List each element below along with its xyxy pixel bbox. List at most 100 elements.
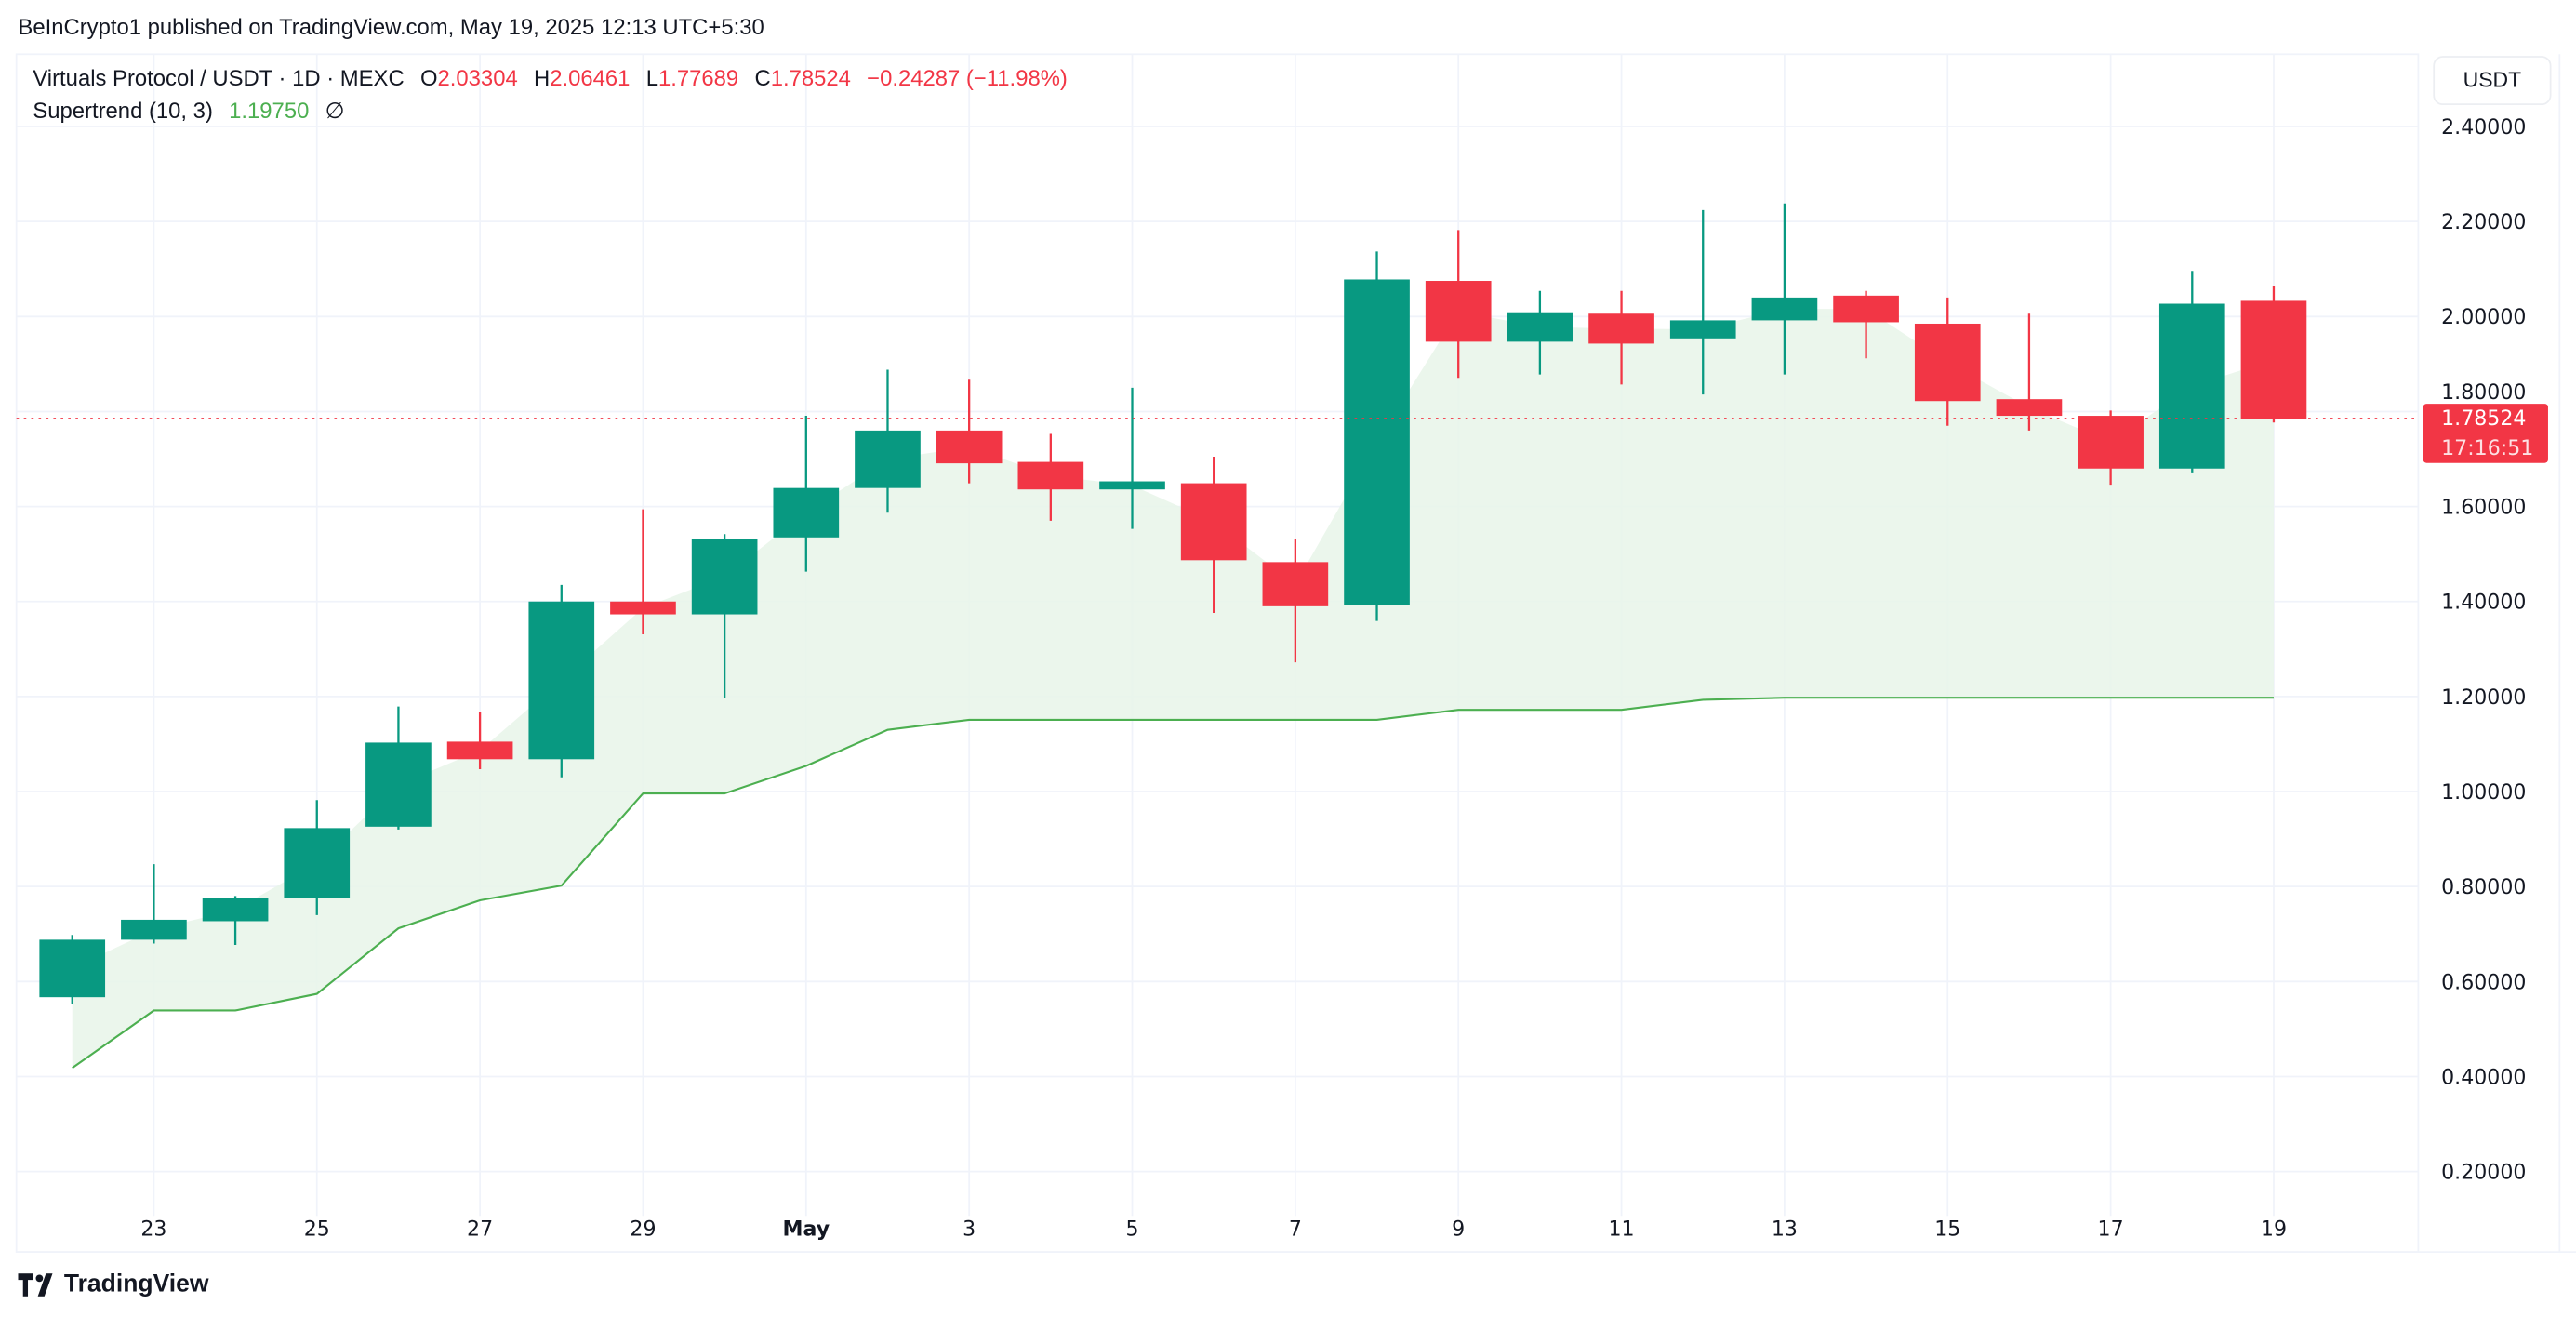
candle-body (1017, 461, 1084, 490)
candle-body (1914, 323, 1981, 402)
last-price-label: 1.78524 (2441, 407, 2526, 431)
open-label: O (419, 65, 438, 91)
supertrend-line (72, 697, 2274, 1070)
candle-apr-23 (121, 864, 187, 944)
candle-may-13 (1751, 203, 1818, 375)
candle-may-5 (1099, 387, 1165, 529)
low-label: L (645, 65, 658, 91)
candle-apr-29 (610, 509, 676, 634)
candle-body (936, 430, 1003, 464)
close-value: 1.78524 (770, 65, 851, 91)
candle-may-7 (1262, 539, 1329, 663)
candle-apr-25 (284, 800, 351, 915)
candle-may-6 (1180, 456, 1247, 614)
price-tick-label: 1.80000 (2441, 381, 2526, 405)
candle-body (855, 430, 921, 488)
candle-body (528, 601, 595, 760)
price-tick-label: 0.60000 (2441, 971, 2526, 994)
candle-body (202, 898, 269, 922)
candle-apr-24 (202, 896, 269, 945)
tradingview-logo-icon (18, 1272, 53, 1296)
low-value: 1.77689 (657, 65, 739, 91)
candle-body (2078, 416, 2144, 469)
close-label: C (754, 65, 771, 91)
indicator-legend: Supertrend (10, 3) 1.19750 ∅ (33, 99, 344, 125)
candle-body (1262, 562, 1329, 606)
candle-body (446, 741, 513, 760)
time-tick-label: 17 (2098, 1217, 2124, 1241)
candle-body (1588, 313, 1654, 344)
indicator-name[interactable]: Supertrend (10, 3) (33, 98, 213, 124)
candle-body (39, 939, 106, 998)
price-tick-label: 2.40000 (2441, 116, 2526, 140)
candle-body (610, 601, 676, 615)
price-tick-label: 0.40000 (2441, 1066, 2526, 1089)
candle-body (1996, 399, 2063, 417)
candle-body (1833, 295, 1899, 323)
supertrend-fill (72, 309, 2274, 1069)
high-label: H (534, 65, 551, 91)
last-price-badge (2423, 404, 2548, 463)
candle-may-12 (1669, 209, 1736, 395)
candle-may-8 (1344, 251, 1410, 621)
price-tick-label: 1.40000 (2441, 592, 2526, 615)
candle-body (1669, 320, 1736, 339)
candle-body (1099, 481, 1165, 490)
candle-apr-30 (691, 534, 758, 698)
time-tick-label: 3 (963, 1217, 976, 1241)
candle-body (1180, 483, 1247, 561)
candle-may-15 (1914, 297, 1981, 426)
candle-body (1425, 281, 1492, 342)
time-tick-label: May (783, 1217, 830, 1241)
price-tick-label: 1.60000 (2441, 497, 2526, 520)
indicator-value: 1.19750 (229, 98, 310, 124)
hidden-eye-icon[interactable]: ∅ (325, 98, 345, 124)
candle-body (1344, 279, 1410, 605)
tradingview-logo[interactable]: TradingView (18, 1270, 209, 1298)
time-tick-label: 13 (1772, 1217, 1798, 1241)
time-tick-label: 5 (1125, 1217, 1138, 1241)
candle-body (284, 828, 351, 898)
candle-may-3 (936, 379, 1003, 484)
time-tick-label: 23 (140, 1217, 166, 1241)
time-tick-label: 19 (2261, 1217, 2287, 1241)
candle-may-18 (2158, 271, 2225, 473)
price-tick-label: 0.20000 (2441, 1162, 2526, 1185)
candle-body (2240, 300, 2307, 419)
candle-body (691, 539, 758, 615)
time-tick-label: 25 (304, 1217, 330, 1241)
candle-body (1507, 312, 1573, 342)
tradingview-logo-text: TradingView (63, 1270, 209, 1298)
published-caption: BeInCrypto1 published on TradingView.com… (18, 14, 764, 40)
price-tick-label: 0.80000 (2441, 876, 2526, 899)
time-tick-label: 7 (1289, 1217, 1302, 1241)
candle-may-2 (855, 369, 921, 513)
candle-may-9 (1425, 230, 1492, 379)
candle-body (1751, 297, 1818, 321)
candle-may-17 (2078, 410, 2144, 486)
symbol-title[interactable]: Virtuals Protocol / USDT · 1D · MEXC (33, 65, 405, 91)
price-tick-label: 2.00000 (2441, 306, 2526, 329)
candle-body (2158, 303, 2225, 469)
candle-body (773, 487, 840, 538)
candle-may-14 (1833, 290, 1899, 359)
time-tick-label: 29 (630, 1217, 656, 1241)
candle-may-19 (2240, 286, 2307, 423)
bar-countdown-label: 17:16:51 (2441, 437, 2533, 460)
candle-may-11 (1588, 290, 1654, 385)
time-tick-label: 11 (1609, 1217, 1635, 1241)
candle-may-10 (1507, 290, 1573, 375)
time-tick-label: 15 (1934, 1217, 1960, 1241)
candle-apr-22 (39, 935, 106, 1004)
price-tick-label: 1.20000 (2441, 686, 2526, 710)
open-value: 2.03304 (437, 65, 518, 91)
candle-apr-26 (365, 706, 432, 830)
candle-apr-28 (528, 584, 595, 778)
candle-body (365, 742, 432, 827)
currency-unit-button[interactable]: USDT (2433, 56, 2552, 106)
price-tick-label: 1.00000 (2441, 781, 2526, 805)
candle-may-16 (1996, 313, 2063, 431)
change-value: −0.24287 (−11.98%) (867, 65, 1068, 91)
